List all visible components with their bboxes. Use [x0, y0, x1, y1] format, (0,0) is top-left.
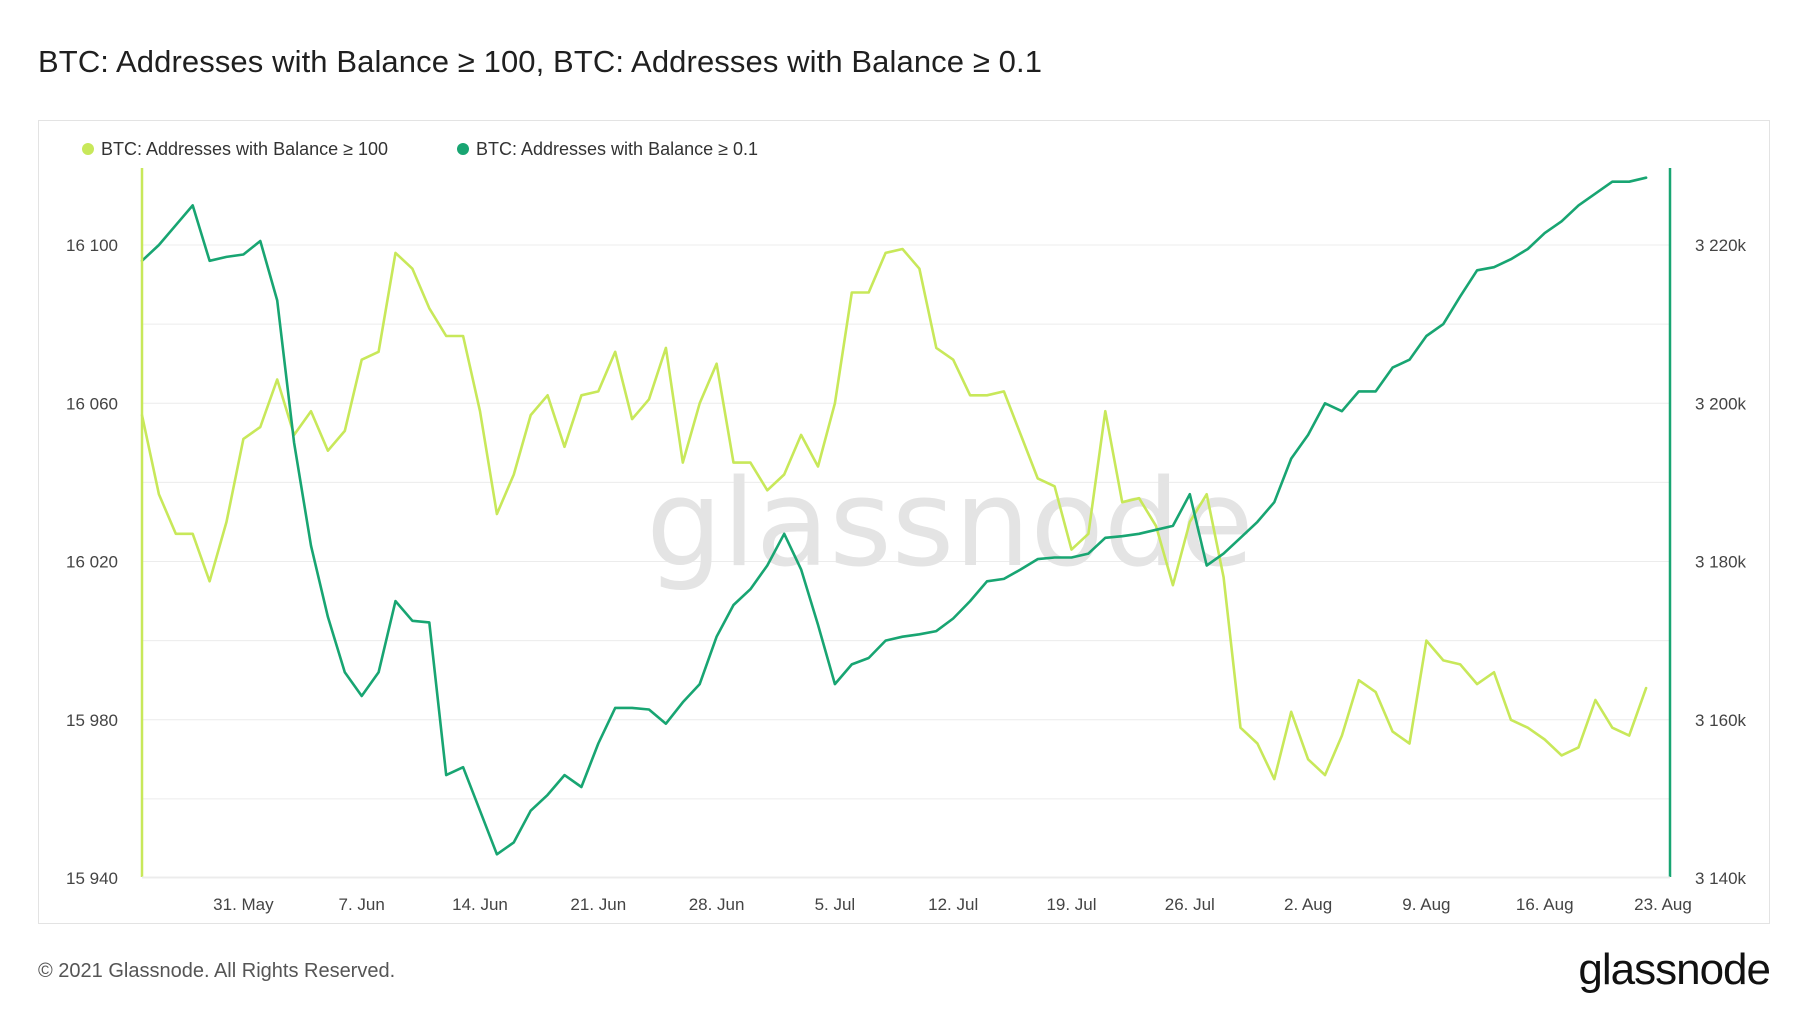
x-axis-tick-label: 26. Jul	[1165, 895, 1215, 914]
copyright-footer: © 2021 Glassnode. All Rights Reserved.	[38, 960, 396, 982]
x-axis-tick-label: 31. May	[213, 895, 274, 914]
chart-svg: glassnode 16 100 16 060 16 020 15 980 15 940…	[66, 139, 1747, 914]
chart-panel	[38, 120, 1770, 924]
x-axis-tick-label: 12. Jul	[928, 895, 978, 914]
x-axis-tick-label: 21. Jun	[570, 895, 626, 914]
legend-marker	[457, 143, 469, 155]
grid-lines	[142, 244, 1670, 879]
x-axis-tick-label: 2. Aug	[1284, 895, 1332, 914]
legend-marker	[82, 143, 94, 155]
right-axis-tick-label: 3 140k	[1695, 869, 1747, 888]
right-axis-tick-label: 3 200k	[1695, 394, 1747, 413]
axes: 16 100 16 060 16 020 15 980 15 940 3 220k 3 20…	[66, 168, 1747, 914]
left-axis-tick-label: 15 980	[66, 711, 118, 730]
right-axis-tick-label: 3 160k	[1695, 711, 1747, 730]
left-axis-tick-label: 16 060	[66, 394, 118, 413]
x-axis-tick-label: 7. Jun	[339, 895, 385, 914]
x-axis-tick-label: 14. Jun	[452, 895, 508, 914]
legend[interactable]: BTC: Addresses with Balance ≥ 100 BTC: Ad…	[82, 139, 758, 159]
x-axis-tick-label: 28. Jun	[689, 895, 745, 914]
right-axis-tick-label: 3 220k	[1695, 236, 1747, 255]
legend-item-balance-100[interactable]: BTC: Addresses with Balance ≥ 100	[82, 139, 388, 159]
x-axis-tick-label: 23. Aug	[1634, 895, 1692, 914]
series-line-balance-100	[140, 247, 1648, 781]
series-line-balance-0-1	[140, 176, 1648, 856]
legend-label: BTC: Addresses with Balance ≥ 100	[101, 139, 388, 159]
left-axis-tick-label: 15 940	[66, 869, 118, 888]
watermark: glassnode	[646, 455, 1254, 594]
x-axis-tick-label: 9. Aug	[1402, 895, 1450, 914]
legend-item-balance-0-1[interactable]: BTC: Addresses with Balance ≥ 0.1	[457, 139, 758, 159]
legend-label: BTC: Addresses with Balance ≥ 0.1	[476, 139, 758, 159]
glassnode-logo: glassnode	[1578, 945, 1771, 994]
x-axis-tick-label: 5. Jul	[815, 895, 856, 914]
left-axis-tick-label: 16 020	[66, 553, 118, 572]
x-axis-tick-label: 16. Aug	[1516, 895, 1574, 914]
right-axis-tick-label: 3 180k	[1695, 553, 1747, 572]
series-layer	[140, 176, 1648, 856]
chart-title: BTC: Addresses with Balance ≥ 100, BTC: …	[38, 44, 1043, 79]
left-axis-tick-label: 16 100	[66, 236, 118, 255]
x-axis-tick-label: 19. Jul	[1046, 895, 1096, 914]
